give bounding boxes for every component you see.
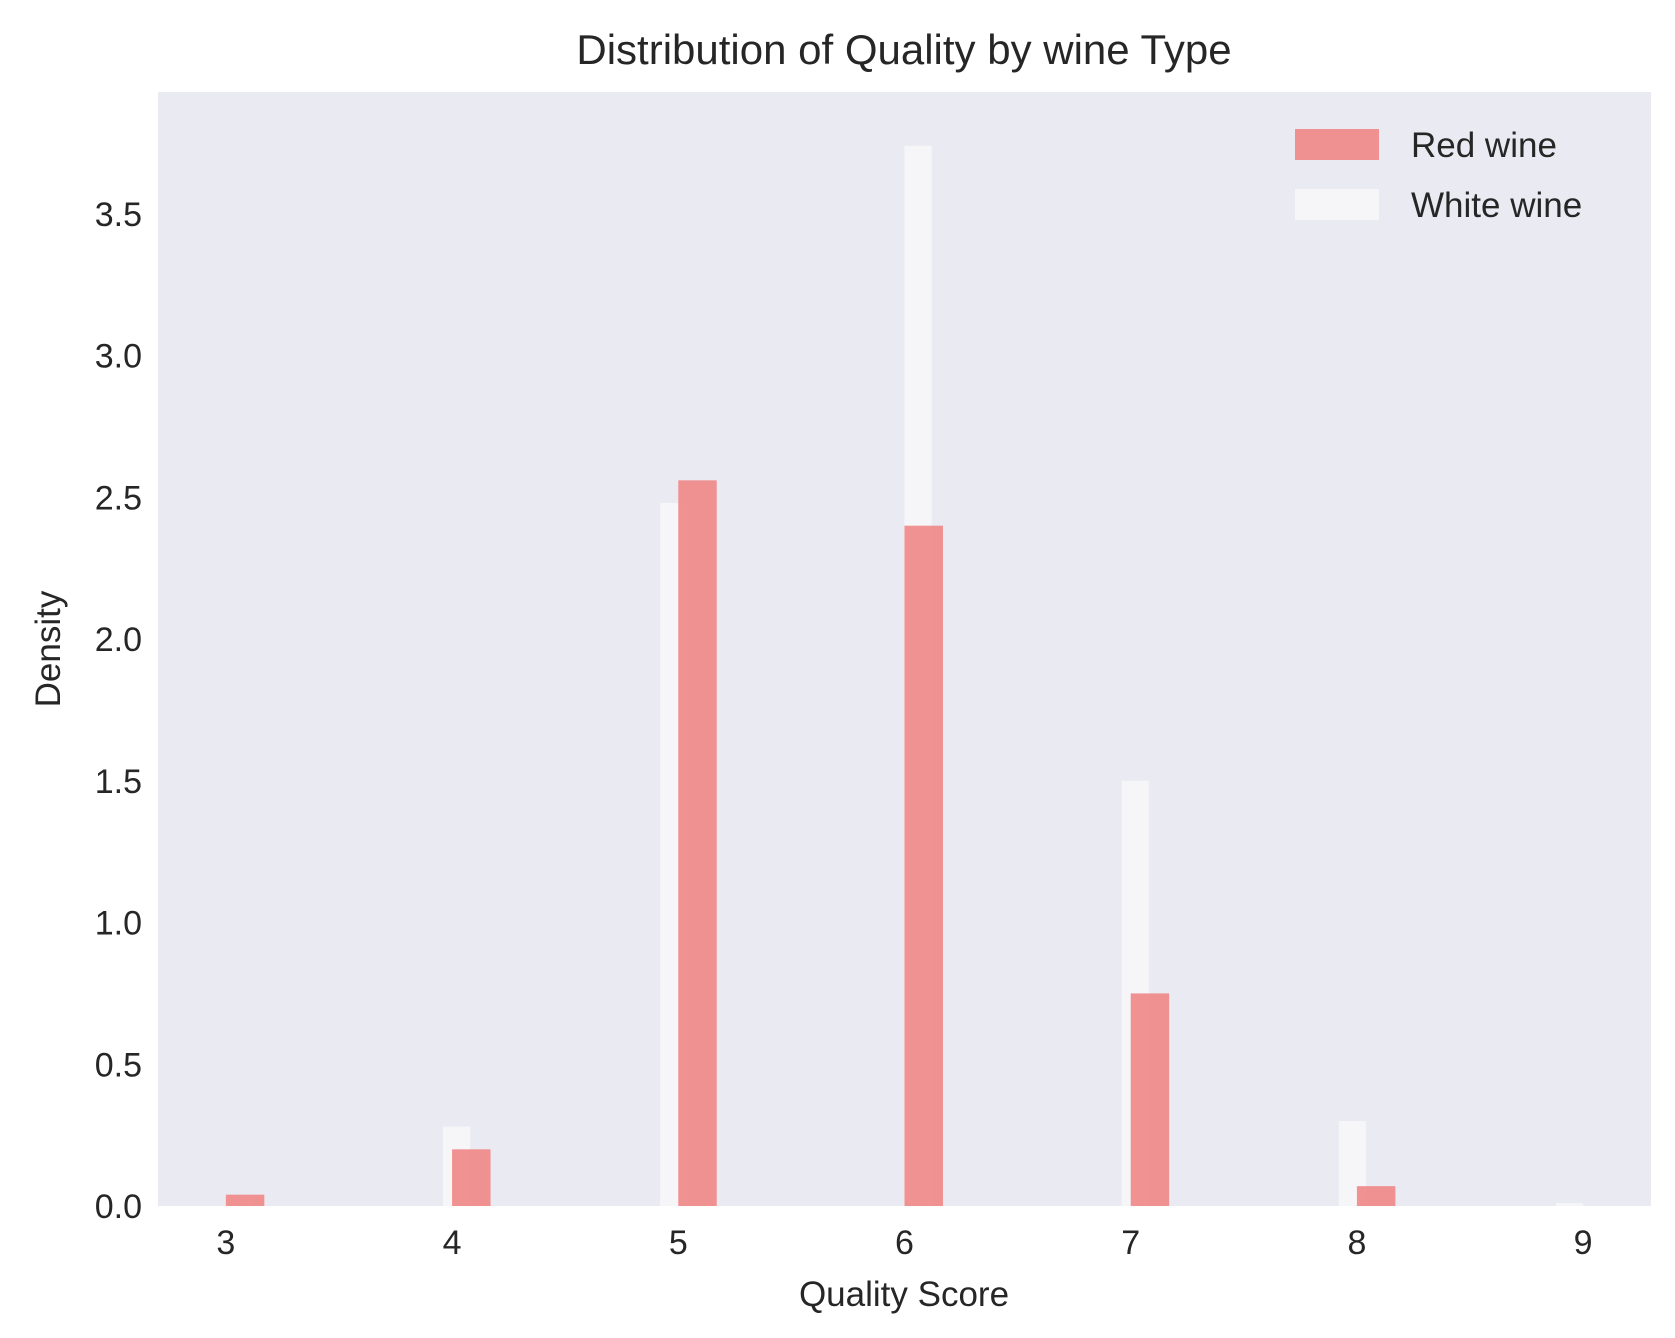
x-axis-ticks: 3 4 5 6 7 8 9	[216, 1224, 1592, 1262]
bar-red-wine-3	[905, 526, 943, 1206]
x-tick-label: 7	[1121, 1224, 1140, 1262]
bar-red-wine-2	[678, 480, 716, 1206]
y-tick-label: 0.5	[95, 1046, 142, 1084]
legend-label-white-wine: White wine	[1411, 186, 1582, 225]
x-tick-label: 3	[216, 1224, 235, 1262]
x-axis-label: Quality Score	[799, 1275, 1009, 1314]
x-tick-label: 5	[669, 1224, 688, 1262]
legend-swatch-white-wine	[1295, 189, 1379, 220]
bar-red-wine-4	[1131, 993, 1169, 1206]
x-tick-label: 9	[1574, 1224, 1593, 1262]
y-axis-label: Density	[29, 590, 68, 707]
x-tick-label: 6	[895, 1224, 914, 1262]
bar-red-wine-1	[452, 1149, 490, 1206]
x-tick-label: 4	[443, 1224, 462, 1262]
bar-red-wine-0	[226, 1195, 264, 1206]
y-tick-label: 0.0	[95, 1188, 142, 1226]
legend-label-red-wine: Red wine	[1411, 126, 1557, 165]
chart-title: Distribution of Quality by wine Type	[576, 26, 1231, 73]
y-axis-ticks: 0.0 0.5 1.0 1.5 2.0 2.5 3.0 3.5	[95, 196, 142, 1226]
bar-white-wine-6	[1556, 1203, 1583, 1206]
legend-swatch-red-wine	[1295, 129, 1379, 160]
y-tick-label: 2.0	[95, 621, 142, 659]
y-tick-label: 3.0	[95, 338, 142, 376]
y-tick-label: 1.5	[95, 763, 142, 801]
bar-red-wine-5	[1357, 1186, 1395, 1206]
y-tick-label: 3.5	[95, 196, 142, 234]
y-tick-label: 1.0	[95, 905, 142, 943]
x-tick-label: 8	[1347, 1224, 1366, 1262]
y-tick-label: 2.5	[95, 479, 142, 517]
